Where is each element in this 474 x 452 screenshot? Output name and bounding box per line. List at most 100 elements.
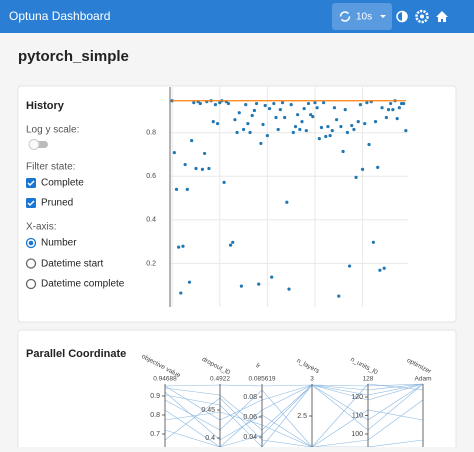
trial-point [179,291,183,295]
trial-point [354,175,358,179]
settings-button[interactable] [415,9,429,24]
trial-point [402,101,406,106]
axis-top-value: 0.94688 [153,376,177,383]
radio[interactable] [25,237,37,249]
trial-point [291,130,295,135]
trial-point [332,106,337,110]
axis-label: lr [255,362,262,370]
refresh-button[interactable]: 10s [332,3,392,30]
trial-point [257,282,261,286]
trial-point [274,115,278,120]
history-title: History [26,100,65,112]
trial-point [376,165,380,169]
log-scale-label: Log y scale: [26,125,79,136]
x-axis-option: Datetime start [41,259,103,270]
trial-point [222,180,226,185]
trial-point [339,125,343,129]
trial-point [311,115,315,119]
parallel-title: Parallel Coordinate [26,348,126,360]
trial-point [231,240,235,244]
axis-top-value: 0.4922 [210,376,230,383]
trial-point [317,137,321,141]
trial-point [306,101,311,106]
trial-point [254,101,259,106]
trial-point [248,130,252,135]
home-button[interactable] [436,11,448,22]
trial-point [358,103,362,107]
trial-point [293,125,298,129]
trial-point [324,134,328,139]
parallel-lines [164,383,424,448]
trial-point [395,116,399,121]
trial-point [296,113,300,117]
trial-point [244,103,248,107]
trial-point [259,141,263,146]
trial-point [298,127,302,132]
trial-point [328,133,332,138]
trial-point [367,142,371,147]
checkbox[interactable] [26,178,36,188]
trial-point [304,128,308,133]
trial-point [263,103,267,108]
trial-point [181,244,185,248]
trial-point [322,101,326,105]
trial-point [287,287,291,291]
trial-point [216,121,220,126]
tick-label: 0.06 [243,414,257,421]
trial-point [326,125,330,129]
trial-point [233,118,237,122]
radio[interactable] [25,258,37,269]
y-tick-label: 0.4 [146,217,156,224]
axis-top-value: 0.085619 [248,376,275,383]
trial-point [278,108,282,112]
radio[interactable] [25,278,37,290]
tick-label: 0.8 [150,412,160,419]
checkbox[interactable] [26,198,36,208]
log-scale-switch[interactable] [28,139,48,150]
trial-point [265,133,269,138]
trial-point [365,101,369,105]
trial-point [252,108,256,113]
study-title: pytorch_simple [18,48,129,65]
tick-label: 2.5 [297,413,307,420]
trial-point [276,127,280,132]
trial-point [330,128,334,133]
trial-point [267,106,272,111]
trial-point [371,240,375,244]
trial-point [391,108,395,112]
trial-point [207,166,211,171]
trial-point [313,101,317,105]
tick-label: 0.08 [243,394,257,401]
trial-point [198,101,202,106]
trial-point [177,245,181,249]
x-axis-option: Datetime complete [41,279,125,290]
y-tick-label: 0.6 [146,173,156,180]
trial-point [183,162,187,167]
trial-point [194,166,198,171]
trial-point [352,127,356,132]
trial-point [237,111,241,115]
trial-point [382,266,386,270]
trial-point [350,123,354,128]
tick-label: 0.7 [150,431,160,438]
parallel-card [17,329,457,452]
trial-point [380,106,384,110]
axis-top-value: Adam [415,376,432,383]
trial-point [185,187,189,191]
trial-point [300,120,304,124]
axis-top-value: 3 [310,376,314,383]
trial-point [235,130,239,135]
trial-point [270,275,274,279]
trial-point [363,121,367,126]
trial-point [203,151,207,156]
trial-point [261,122,265,127]
trial-point [187,280,192,284]
y-tick-label: 0.8 [146,130,156,137]
filter-option: Pruned [41,198,73,209]
tick-label: 120 [351,394,363,401]
theme-toggle[interactable] [396,10,408,23]
trial-point [272,101,276,106]
trial-point [226,101,231,106]
app-bar [0,0,474,33]
